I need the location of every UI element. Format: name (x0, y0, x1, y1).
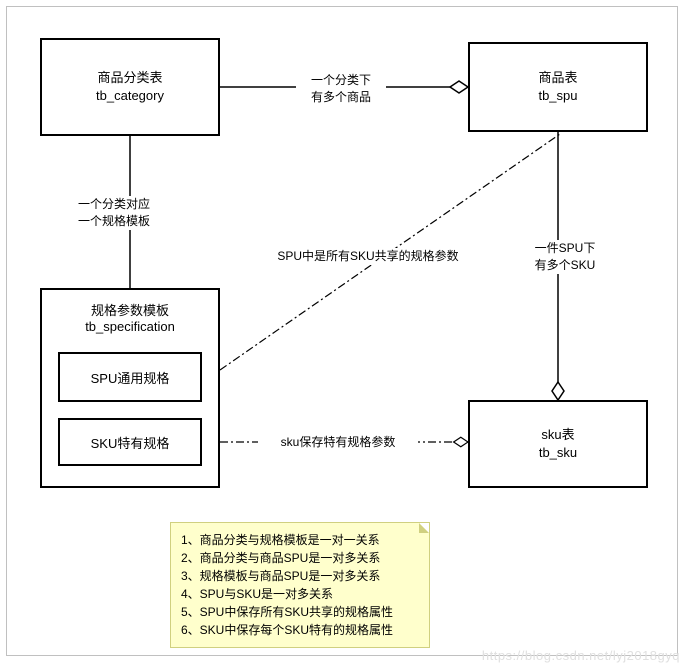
entity-title: sku表 (541, 426, 574, 444)
entity-category: 商品分类表 tb_category (40, 38, 220, 136)
edge-label-cat-spec: 一个分类对应 一个规格模板 (78, 196, 188, 230)
edge-label-spec-sku: sku保存特有规格参数 (258, 434, 418, 451)
edge-label-cat-spu: 一个分类下 有多个商品 (296, 72, 386, 106)
note-line: 5、SPU中保存所有SKU共享的规格属性 (181, 603, 419, 621)
note-line: 3、规格模板与商品SPU是一对多关系 (181, 567, 419, 585)
note-line: 4、SPU与SKU是一对多关系 (181, 585, 419, 603)
entity-subtitle: tb_sku (539, 444, 577, 462)
entity-title: 规格参数模板 (42, 300, 218, 319)
note-fold (419, 523, 429, 533)
note-line: 6、SKU中保存每个SKU特有的规格属性 (181, 621, 419, 639)
note-box: 1、商品分类与规格模板是一对一关系 2、商品分类与商品SPU是一对多关系 3、规… (170, 522, 430, 648)
note-line: 1、商品分类与规格模板是一对一关系 (181, 531, 419, 549)
entity-subtitle: tb_specification (42, 319, 218, 334)
entity-subtitle: tb_category (96, 87, 164, 105)
edge-label-spu-sku: 一件SPU下 有多个SKU (520, 240, 610, 274)
spec-specific-label: SKU特有规格 (91, 433, 170, 452)
diagram-canvas: 商品分类表 tb_category 商品表 tb_spu 规格参数模板 tb_s… (0, 0, 688, 667)
note-line: 2、商品分类与商品SPU是一对多关系 (181, 549, 419, 567)
spec-general-label: SPU通用规格 (91, 368, 170, 387)
entity-spu: 商品表 tb_spu (468, 42, 648, 132)
entity-title: 商品分类表 (97, 69, 162, 87)
entity-title: 商品表 (538, 69, 577, 87)
entity-sku: sku表 tb_sku (468, 400, 648, 488)
edge-label-spec-spu: SPU中是所有SKU共享的规格参数 (258, 248, 478, 265)
entity-spec-general: SPU通用规格 (58, 352, 202, 402)
watermark: https://blog.csdn.net/lyj2018gyq (482, 648, 680, 663)
entity-subtitle: tb_spu (538, 87, 577, 105)
entity-spec-specific: SKU特有规格 (58, 418, 202, 466)
